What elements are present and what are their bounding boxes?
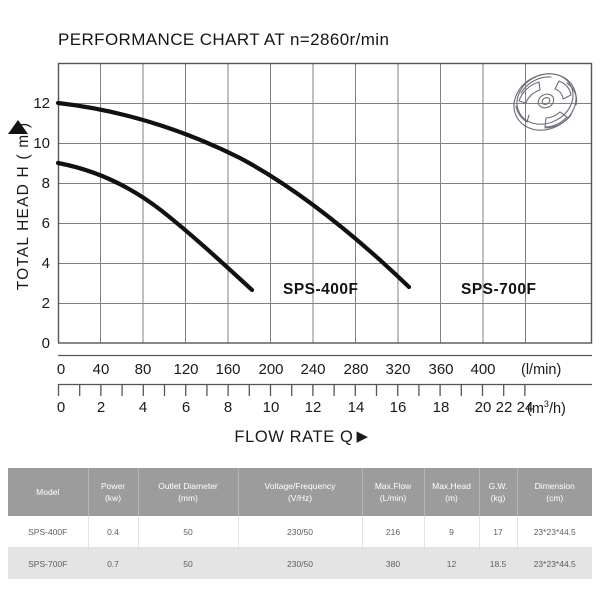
chart-title: PERFORMANCE CHART AT n=2860r/min (58, 30, 390, 49)
cell-power: 0.4 (88, 516, 139, 548)
x-tick-primary-0: 0 (56, 361, 66, 378)
cell-max-flow: 380 (362, 547, 425, 579)
cell-voltage-frequency: 230/50 (238, 516, 363, 548)
y-tick-6: 6 (41, 215, 50, 232)
x-unit-secondary-suffix: /h) (548, 400, 566, 417)
table-header-max-head: Max.Head (m) (424, 468, 480, 516)
horizontal-gridlines (58, 103, 592, 304)
cell-model: SPS-700F (8, 547, 89, 579)
x-tick-secondary-8: 8 (223, 399, 233, 416)
plot-background (58, 63, 592, 343)
table-header-gross-weight: G.W. (kg) (479, 468, 518, 516)
header-name: Max.Flow (374, 480, 412, 491)
cell-outlet-diameter: 50 (138, 516, 239, 548)
y-axis-arrow-icon (8, 120, 28, 134)
table-header-dimension: Dimension (cm) (517, 468, 592, 516)
x-tick-primary-200: 200 (258, 361, 284, 378)
header-unit: (cm) (546, 493, 564, 503)
curve-sps-700f (55, 100, 412, 290)
x-tick-primary-160: 160 (215, 361, 241, 378)
x-tick-primary-320: 320 (385, 361, 411, 378)
y-tick-4: 4 (41, 255, 50, 272)
y-tick-8: 8 (41, 175, 50, 192)
header-name: Dimension (534, 480, 575, 491)
x-tick-secondary-18: 18 (432, 399, 450, 416)
cell-max-head: 12 (424, 547, 480, 579)
x-tick-primary-240: 240 (300, 361, 326, 378)
header-name: Model (36, 486, 60, 497)
x-tick-primary-80: 80 (134, 361, 152, 378)
x-unit-secondary-prefix: (m (527, 400, 544, 417)
table-header-outlet-diameter: Outlet Diameter (mm) (138, 468, 239, 516)
curve-sps-400f (55, 160, 255, 293)
specification-table: Model Power (kw) Outlet Diameter (mm) Vo… (8, 468, 592, 579)
header-unit: (kg) (490, 493, 506, 503)
cell-outlet-diameter: 50 (138, 547, 239, 579)
header-unit: (kw) (104, 493, 122, 503)
x-axis-caption: FLOW RATE Q ▶ (0, 428, 600, 447)
x-axis-arrow-icon: ▶ (356, 428, 369, 445)
cell-voltage-frequency: 230/50 (238, 547, 363, 579)
x-tick-secondary-16: 16 (389, 399, 407, 416)
table-header-voltage-frequency: Voltage/Frequency (V/Hz) (238, 468, 363, 516)
cell-power: 0.7 (88, 547, 139, 579)
x-tick-secondary-10: 10 (262, 399, 280, 416)
header-name: Power (100, 480, 126, 491)
y-tick-12: 12 (33, 95, 50, 112)
x-tick-primary-280: 280 (343, 361, 369, 378)
cell-model: SPS-400F (8, 516, 89, 548)
y-tick-10: 10 (33, 135, 50, 152)
curve-label-sps-700f: SPS-700F (461, 281, 537, 298)
performance-chart: PERFORMANCE CHART AT n=2860r/min (0, 30, 600, 447)
cell-max-head: 9 (424, 516, 480, 548)
x-tick-secondary-2: 2 (96, 399, 106, 416)
x-tick-secondary-14: 14 (347, 399, 365, 416)
header-name: G.W. (488, 480, 508, 491)
x-tick-secondary-12: 12 (304, 399, 322, 416)
header-name: Voltage/Frequency (264, 480, 336, 491)
x-tick-secondary-24: 24 (516, 399, 534, 416)
y-tick-2: 2 (41, 295, 50, 312)
header-unit: (mm) (178, 493, 198, 503)
header-unit: (m) (445, 493, 458, 503)
cell-gross-weight: 17 (479, 516, 518, 548)
header-unit: (V/Hz) (287, 493, 313, 503)
x-tick-primary-40: 40 (92, 361, 110, 378)
x-unit-secondary-exponent: 3 (543, 399, 549, 409)
cell-dimension: 23*23*44.5 (533, 558, 576, 569)
impeller-icon (513, 73, 578, 131)
header-name: Outlet Diameter (158, 480, 218, 491)
plot-frame (57, 62, 593, 344)
chart-plot (55, 62, 593, 396)
y-tick-0: 0 (41, 335, 50, 352)
x-unit-primary: (l/min) (521, 362, 562, 378)
x-tick-primary-360: 360 (428, 361, 454, 378)
x-tick-secondary-6: 6 (181, 399, 191, 416)
cell-max-flow: 216 (362, 516, 425, 548)
table-header-model: Model (8, 468, 89, 516)
table-header-max-flow: Max.Flow (L/min) (362, 468, 425, 516)
x-axis-ticks-secondary (57, 384, 526, 396)
cell-gross-weight: 18.5 (479, 547, 518, 579)
table-header-row: Model Power (kw) Outlet Diameter (mm) Vo… (8, 468, 592, 516)
curve-label-sps-400f: SPS-400F (283, 281, 359, 298)
x-tick-secondary-0: 0 (56, 399, 66, 416)
x-tick-secondary-4: 4 (138, 399, 148, 416)
x-tick-primary-400: 400 (470, 361, 496, 378)
x-tick-secondary-22: 22 (495, 399, 513, 416)
table-header-power: Power (kw) (88, 468, 139, 516)
x-tick-primary-120: 120 (173, 361, 199, 378)
table-row: SPS-400F 0.4 50 230/50 216 9 17 23*23*44… (8, 516, 592, 548)
x-axis-caption-text: FLOW RATE Q (234, 428, 354, 446)
header-name: Max.Head (432, 480, 471, 491)
header-unit: (L/min) (379, 493, 407, 503)
x-tick-secondary-20: 20 (474, 399, 492, 416)
cell-dimension: 23*23*44.5 (517, 516, 592, 548)
table-row: SPS-700F 0.7 50 230/50 380 12 18.5 23*23… (8, 547, 592, 579)
x-unit-secondary: (m3/h) (527, 399, 566, 417)
